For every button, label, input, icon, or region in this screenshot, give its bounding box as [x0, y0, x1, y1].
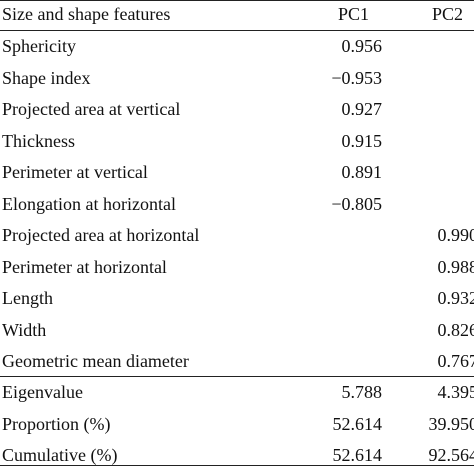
- pc2-value: 0.826: [437, 319, 474, 340]
- pc1-value: −0.805: [331, 193, 382, 214]
- pc2-value: 0.767: [437, 351, 474, 371]
- section-rule: [0, 376, 474, 377]
- feature-label: Projected area at vertical: [2, 99, 181, 119]
- header-feature: Size and shape features: [2, 4, 171, 24]
- feature-label: Sphericity: [2, 36, 76, 56]
- pc2-value: 92.564: [428, 445, 474, 465]
- feature-label: Shape index: [2, 67, 91, 88]
- pc1-value: 5.788: [341, 382, 383, 402]
- header-rule: [0, 30, 474, 31]
- pc1-value: 52.614: [332, 445, 383, 465]
- pc2-value: 0.932: [437, 288, 474, 308]
- pc2-value: 39.950: [428, 413, 474, 434]
- feature-label: Perimeter at horizontal: [2, 256, 167, 277]
- feature-label: Length: [2, 288, 53, 308]
- pc1-value: 0.956: [341, 36, 383, 56]
- pc1-value: 0.891: [341, 162, 383, 182]
- feature-label: Elongation at horizontal: [2, 193, 176, 214]
- table-bottom-rule: [0, 465, 474, 466]
- pc2-value: 4.395: [437, 382, 474, 402]
- pc2-value: 0.990: [437, 225, 474, 245]
- table-top-rule: [0, 0, 474, 1]
- header-pc2: PC2: [432, 4, 464, 24]
- feature-label: Geometric mean diameter: [2, 351, 189, 371]
- feature-label: Eigenvalue: [2, 382, 83, 402]
- feature-label: Perimeter at vertical: [2, 162, 148, 182]
- pc1-value: 52.614: [332, 413, 383, 434]
- pc1-value: −0.953: [331, 67, 382, 88]
- feature-label: Projected area at horizontal: [2, 225, 200, 245]
- feature-label: Proportion (%): [2, 413, 111, 434]
- feature-label: Width: [2, 319, 47, 340]
- header-pc1: PC1: [338, 4, 370, 24]
- pc1-value: 0.915: [341, 130, 383, 151]
- pc1-value: 0.927: [341, 99, 383, 119]
- pc2-value: 0.988: [437, 256, 474, 277]
- feature-label: Thickness: [2, 130, 75, 151]
- feature-label: Cumulative (%): [2, 445, 118, 465]
